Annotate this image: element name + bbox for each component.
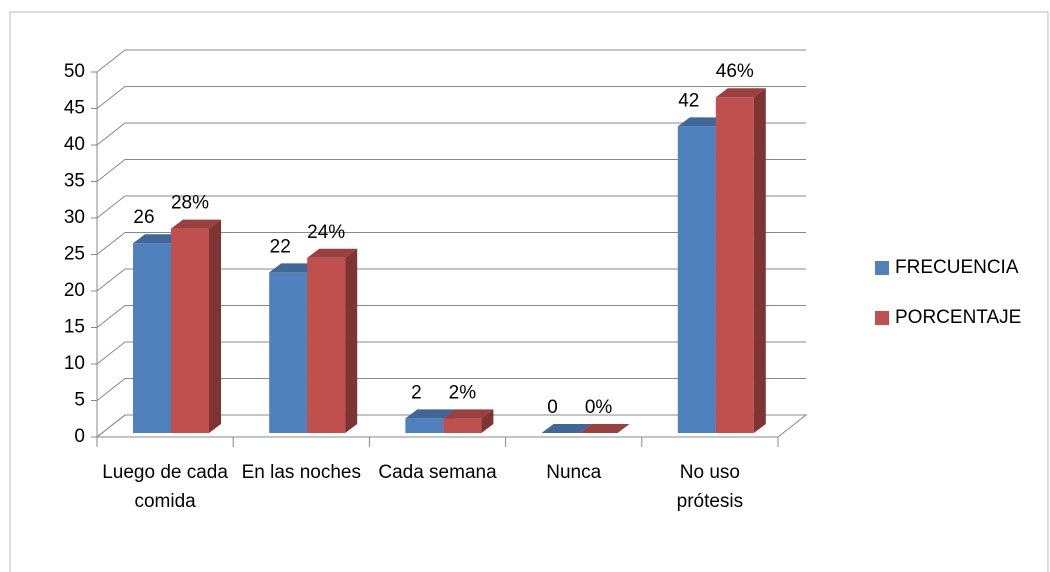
bar [715,88,766,433]
bar-face [209,219,221,433]
grid-line [96,268,806,292]
value-label: 42 [678,90,699,111]
y-tick-label: 10 [64,353,85,374]
bar-face [307,257,346,433]
x-tick-label: Nunca [546,462,602,483]
bar-face [677,117,728,127]
y-tick-label: 15 [64,317,85,338]
grid-line [96,195,806,219]
x-tick-label: En las noches [241,462,361,483]
legend-label: FRECUENCIA [895,257,1019,278]
x-tick-label: Luego de cada comida [102,462,228,512]
bar-face [541,424,592,433]
value-label: 24% [307,222,345,243]
bar [579,424,630,433]
bar-face [753,88,766,433]
bar-face [171,228,209,433]
bar [171,219,221,433]
grid-line [96,49,806,73]
y-tick-label: 40 [64,134,85,155]
grid-line [96,341,806,365]
bar-face [269,272,308,433]
grid-line [96,232,806,255]
bar-face [677,126,716,434]
grid-line [96,159,806,182]
y-tick-label: 5 [74,390,85,411]
value-label: 28% [171,193,209,214]
value-label: 22 [270,236,291,257]
y-tick-label: 0 [74,426,85,447]
legend-swatch [875,311,889,325]
bar-face [345,248,358,433]
bar [443,409,494,433]
legend-label: PORCENTAJE [895,307,1021,328]
grid-line [96,305,806,328]
value-label: 46% [716,61,754,82]
value-label: 2 [411,382,422,403]
bar-face [133,243,171,433]
bar-face [133,234,183,244]
bar-face [481,409,494,433]
bar-face [715,88,766,98]
x-tick-label: Cada semana [378,462,497,483]
bar-face [307,248,358,258]
value-label: 2% [449,382,477,403]
grid-line [96,122,806,146]
y-tick-label: 25 [64,244,85,265]
bar-face [443,418,482,433]
y-tick-label: 35 [64,171,85,192]
chart-border [9,11,1049,572]
y-tick-label: 45 [64,98,85,119]
bar-face [715,97,754,433]
bar-face [405,409,456,419]
grid-line [96,86,806,109]
bar [541,424,592,433]
legend-swatch [875,261,889,275]
y-tick-label: 20 [64,280,85,301]
x-tick-label: No uso prótesis [676,462,744,512]
y-tick-label: 50 [64,61,85,82]
bar-face [579,424,630,433]
value-label: 26 [133,207,154,228]
value-label: 0% [585,397,613,418]
bar [307,248,358,433]
bar-face [405,418,444,433]
bar-face [171,219,221,229]
grid-line [96,414,806,438]
value-label: 0 [547,397,558,418]
grid-line [96,378,806,401]
bar-face [443,409,494,419]
bar-face [269,263,320,273]
y-tick-label: 30 [64,207,85,228]
